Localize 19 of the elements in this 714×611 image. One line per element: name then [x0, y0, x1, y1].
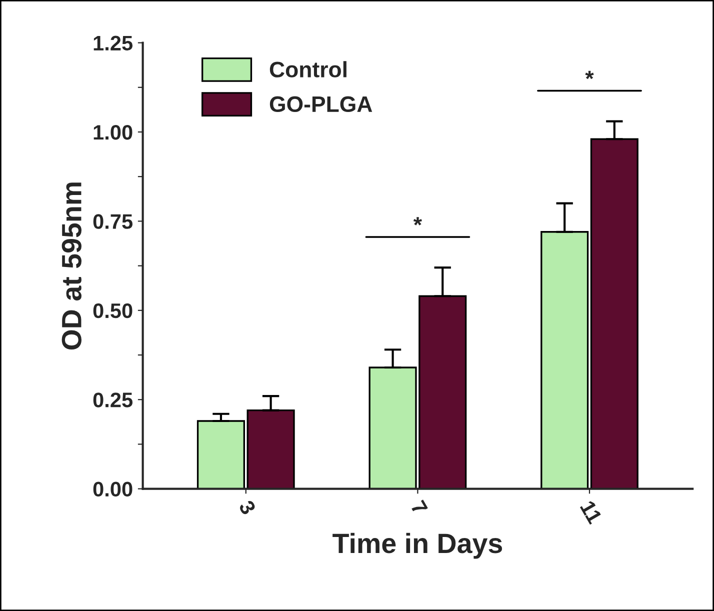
- x-tick-label: 7: [410, 500, 428, 516]
- x-axis-title: Time in Days: [332, 532, 502, 559]
- y-axis-title: OD at 595nm: [62, 182, 82, 350]
- annotation: *: [585, 70, 594, 80]
- y-tick-label: 0.50: [93, 303, 132, 318]
- y-tick-label: 1.25: [94, 36, 132, 51]
- legend-label: Control: [270, 61, 346, 78]
- bar: [540, 231, 589, 489]
- x-tick-label: 3: [238, 499, 256, 516]
- annotation: *: [413, 217, 422, 226]
- x-tick-label: 11: [580, 500, 602, 525]
- bar: [590, 138, 638, 489]
- y-tick-label: 0.75: [93, 214, 132, 229]
- y-tick-label: 1.00: [94, 124, 132, 140]
- legend-label: GO-PLGA: [270, 96, 372, 112]
- bar: [196, 420, 245, 489]
- y-tick-label: 0.25: [93, 392, 132, 408]
- bar: [246, 409, 295, 489]
- y-tick-label: 0.00: [93, 482, 132, 497]
